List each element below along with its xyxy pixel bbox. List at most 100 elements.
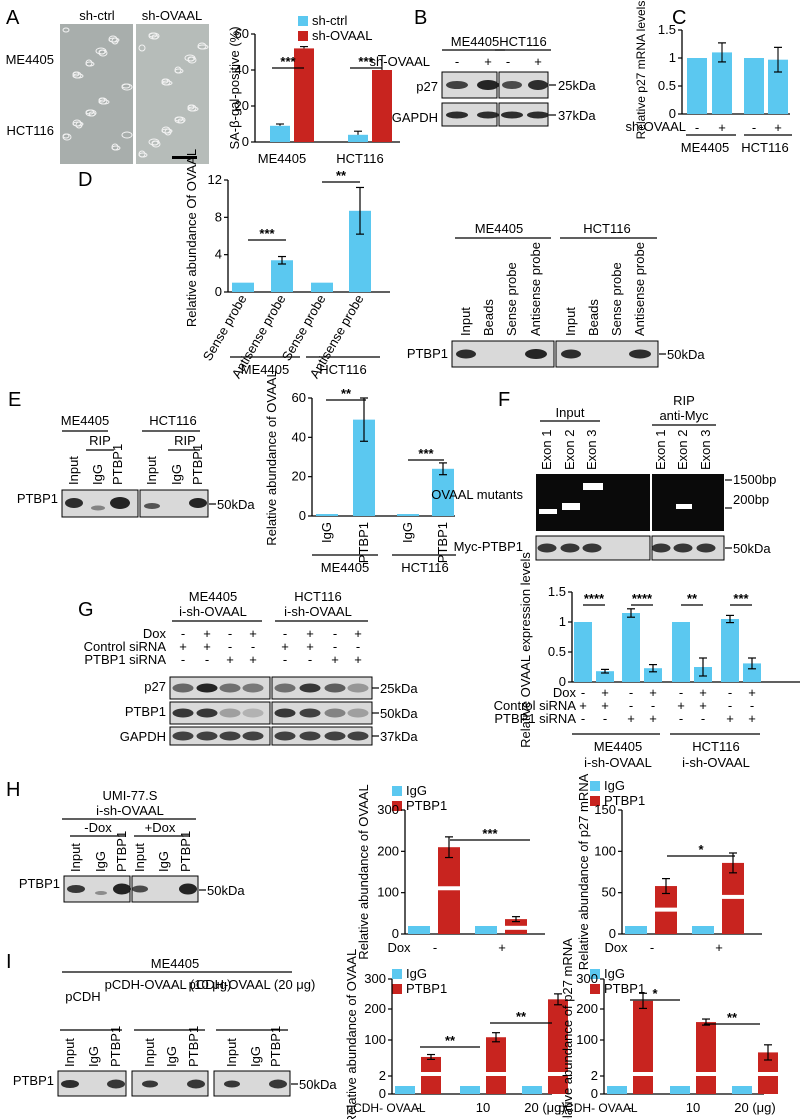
panel-g-row-label: p27 [144,679,166,694]
sign-label: - [228,639,232,654]
panel-i-chart1-tick-label: 100 [364,1032,386,1047]
bar [596,671,614,682]
panel-h-chart1-x-title: Dox [387,940,411,955]
axis-break [548,1072,568,1076]
band [446,81,468,89]
lane-label: PTBP1 [178,831,193,872]
panel-d-row-label: PTBP1 [407,346,448,361]
panel-h-chart2-tick-label: 50 [602,885,616,900]
band [446,111,468,119]
cell-shape [197,42,207,50]
panel-d-y-label: Relative abundance Of OVAAL [184,149,199,327]
sign-label: + [179,639,187,654]
bar [395,1086,415,1094]
panel-g-chart-condition-label: Dox [553,685,577,700]
marker-label: 50kDa [207,883,245,898]
band [187,1079,205,1089]
lane-label: Input [62,1038,77,1067]
cell-shape [72,119,82,127]
band [107,1079,125,1089]
panel-c-group-label: ME4405 [681,140,729,155]
band [477,111,499,119]
panel-letter-e: E [8,389,21,411]
panel-f-header: anti-Myc [659,408,709,423]
band [696,543,716,553]
bar [522,1086,542,1094]
band [299,683,321,693]
bar [622,613,640,682]
band [347,683,369,693]
panel-g-sig-label: **** [632,591,653,606]
panel-h-chart1-tick-label: 300 [377,802,399,817]
bar [432,468,454,516]
sign-label: + [748,685,756,700]
band [144,503,160,509]
sign-label: - [228,626,232,641]
marker-label: 50kDa [380,706,418,721]
panel-i-chart2-y-label: Relative abundance of p27 mRNA [560,938,575,1119]
panel-letter-c: C [672,7,686,29]
sign-label: - [251,639,255,654]
lane-label: Exon 1 [539,430,554,470]
marker-label: 37kDa [558,108,596,123]
panel-c-tick-label: 1 [669,50,676,65]
sign-label: + [601,698,609,713]
cell-shape [95,47,107,55]
panel-e-x-label: PTBP1 [356,522,371,563]
bar [232,282,254,292]
bar [348,134,368,142]
panel-i-chart2-x-label: - [628,1100,632,1115]
lane-label: PTBP1 [190,444,205,485]
panel-e-cell-label: ME4405 [61,413,109,428]
axis-break [758,1072,778,1076]
legend-label: PTBP1 [604,793,645,808]
band [67,885,85,893]
sign-label: + [249,652,257,667]
band [242,708,264,718]
panel-g-chart-condition-label: Control siRNA [494,698,577,713]
panel-g-condition-label: Control siRNA [84,639,167,654]
axis-break [486,1072,506,1076]
axis-break [421,1072,441,1076]
panel-i-chart1-x-label: - [416,1100,420,1115]
panel-a-tick-label: 0 [242,134,249,149]
micrograph-image [136,94,209,164]
panel-e-tick-label: 40 [292,429,306,444]
panel-i-group-label: pCDH-OVAAL (10 μg) [105,977,232,992]
bar [672,622,690,682]
sign-label: + [306,639,314,654]
panel-g-sig-label: *** [733,591,749,606]
bar [270,125,290,142]
panel-i-chart1-sig-label: ** [445,1033,456,1048]
legend-label: PTBP1 [406,981,447,996]
panel-letter-g: G [78,599,94,621]
panel-i-chart2-tick-label: 200 [576,1001,598,1016]
lane-label: IgG [156,851,171,872]
panel-c-group-label: HCT116 [741,140,788,155]
bar [625,926,647,934]
panel-e-cell-label: HCT116 [149,413,196,428]
legend-swatch [298,16,308,26]
panel-e-sig-label: *** [418,446,434,461]
bar [397,514,419,516]
sign-label: + [699,698,707,713]
cell-shape [184,54,196,62]
cell-shape [138,44,146,52]
panel-i-chart1-tick-label: 0 [379,1086,386,1101]
band [560,543,580,553]
panel-letter-a: A [6,7,20,29]
panel-g-construct-label: i-sh-OVAAL [284,604,352,619]
cell-shape [187,104,195,110]
gel-band [562,503,580,510]
lane-label: IgG [169,464,184,485]
panel-g-group-label: i-sh-OVAAL [584,755,652,770]
panel-a-x-label: ME4405 [258,151,306,166]
sign-label: - [750,698,754,713]
band [324,683,346,693]
panel-e-rip-label: RIP [89,433,111,448]
band [196,731,218,741]
band [224,1080,240,1088]
legend-label: PTBP1 [604,981,645,996]
axis-break [438,886,460,891]
